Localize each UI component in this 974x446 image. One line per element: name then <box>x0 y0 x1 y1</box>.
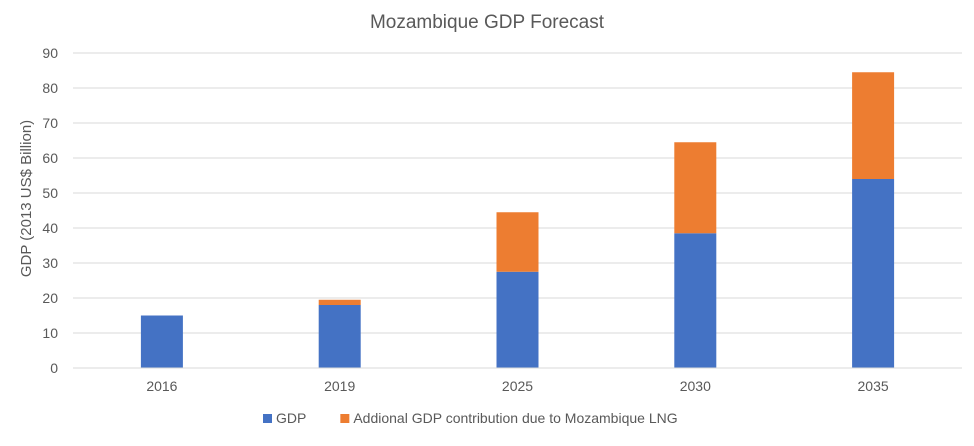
bar-lng-2019 <box>318 299 361 305</box>
bar-lng-2030 <box>674 142 717 234</box>
y-tick-label: 30 <box>42 255 58 271</box>
bar-gdp-2035 <box>852 179 895 368</box>
y-axis-label: GDP (2013 US$ Billion) <box>18 120 35 277</box>
x-tick-label: 2030 <box>680 378 711 394</box>
bar-gdp-2030 <box>674 233 717 368</box>
y-tick-label: 60 <box>42 150 58 166</box>
bar-lng-2025 <box>496 212 539 272</box>
y-axis-ticks: 0 10 20 30 40 50 60 70 80 90 <box>42 45 58 376</box>
y-tick-label: 70 <box>42 115 58 131</box>
legend-swatch-gdp <box>263 414 272 423</box>
legend-label-lng: Addional GDP contribution due to Mozambi… <box>353 410 677 426</box>
legend-swatch-lng <box>340 414 350 423</box>
y-tick-label: 10 <box>42 325 58 341</box>
x-tick-label: 2016 <box>146 378 177 394</box>
gridlines <box>73 52 962 334</box>
y-tick-label: 50 <box>42 185 58 201</box>
legend-label-gdp: GDP <box>276 410 306 426</box>
y-tick-label: 0 <box>50 360 58 376</box>
x-axis-ticks: 2016 2019 2025 2030 2035 <box>146 378 889 394</box>
x-tick-label: 2035 <box>858 378 889 394</box>
bar-gdp-2025 <box>496 271 539 368</box>
y-tick-label: 20 <box>42 290 58 306</box>
legend: GDP Addional GDP contribution due to Moza… <box>263 410 678 426</box>
x-tick-label: 2019 <box>324 378 355 394</box>
bar-lng-2035 <box>852 72 895 179</box>
chart-title: Mozambique GDP Forecast <box>370 12 605 33</box>
bars <box>140 72 895 368</box>
bar-gdp-2019 <box>318 305 361 368</box>
y-tick-label: 90 <box>42 45 58 61</box>
x-tick-label: 2025 <box>502 378 533 394</box>
bar-gdp-2016 <box>140 315 183 368</box>
y-tick-label: 80 <box>42 80 58 96</box>
y-tick-label: 40 <box>42 220 58 236</box>
